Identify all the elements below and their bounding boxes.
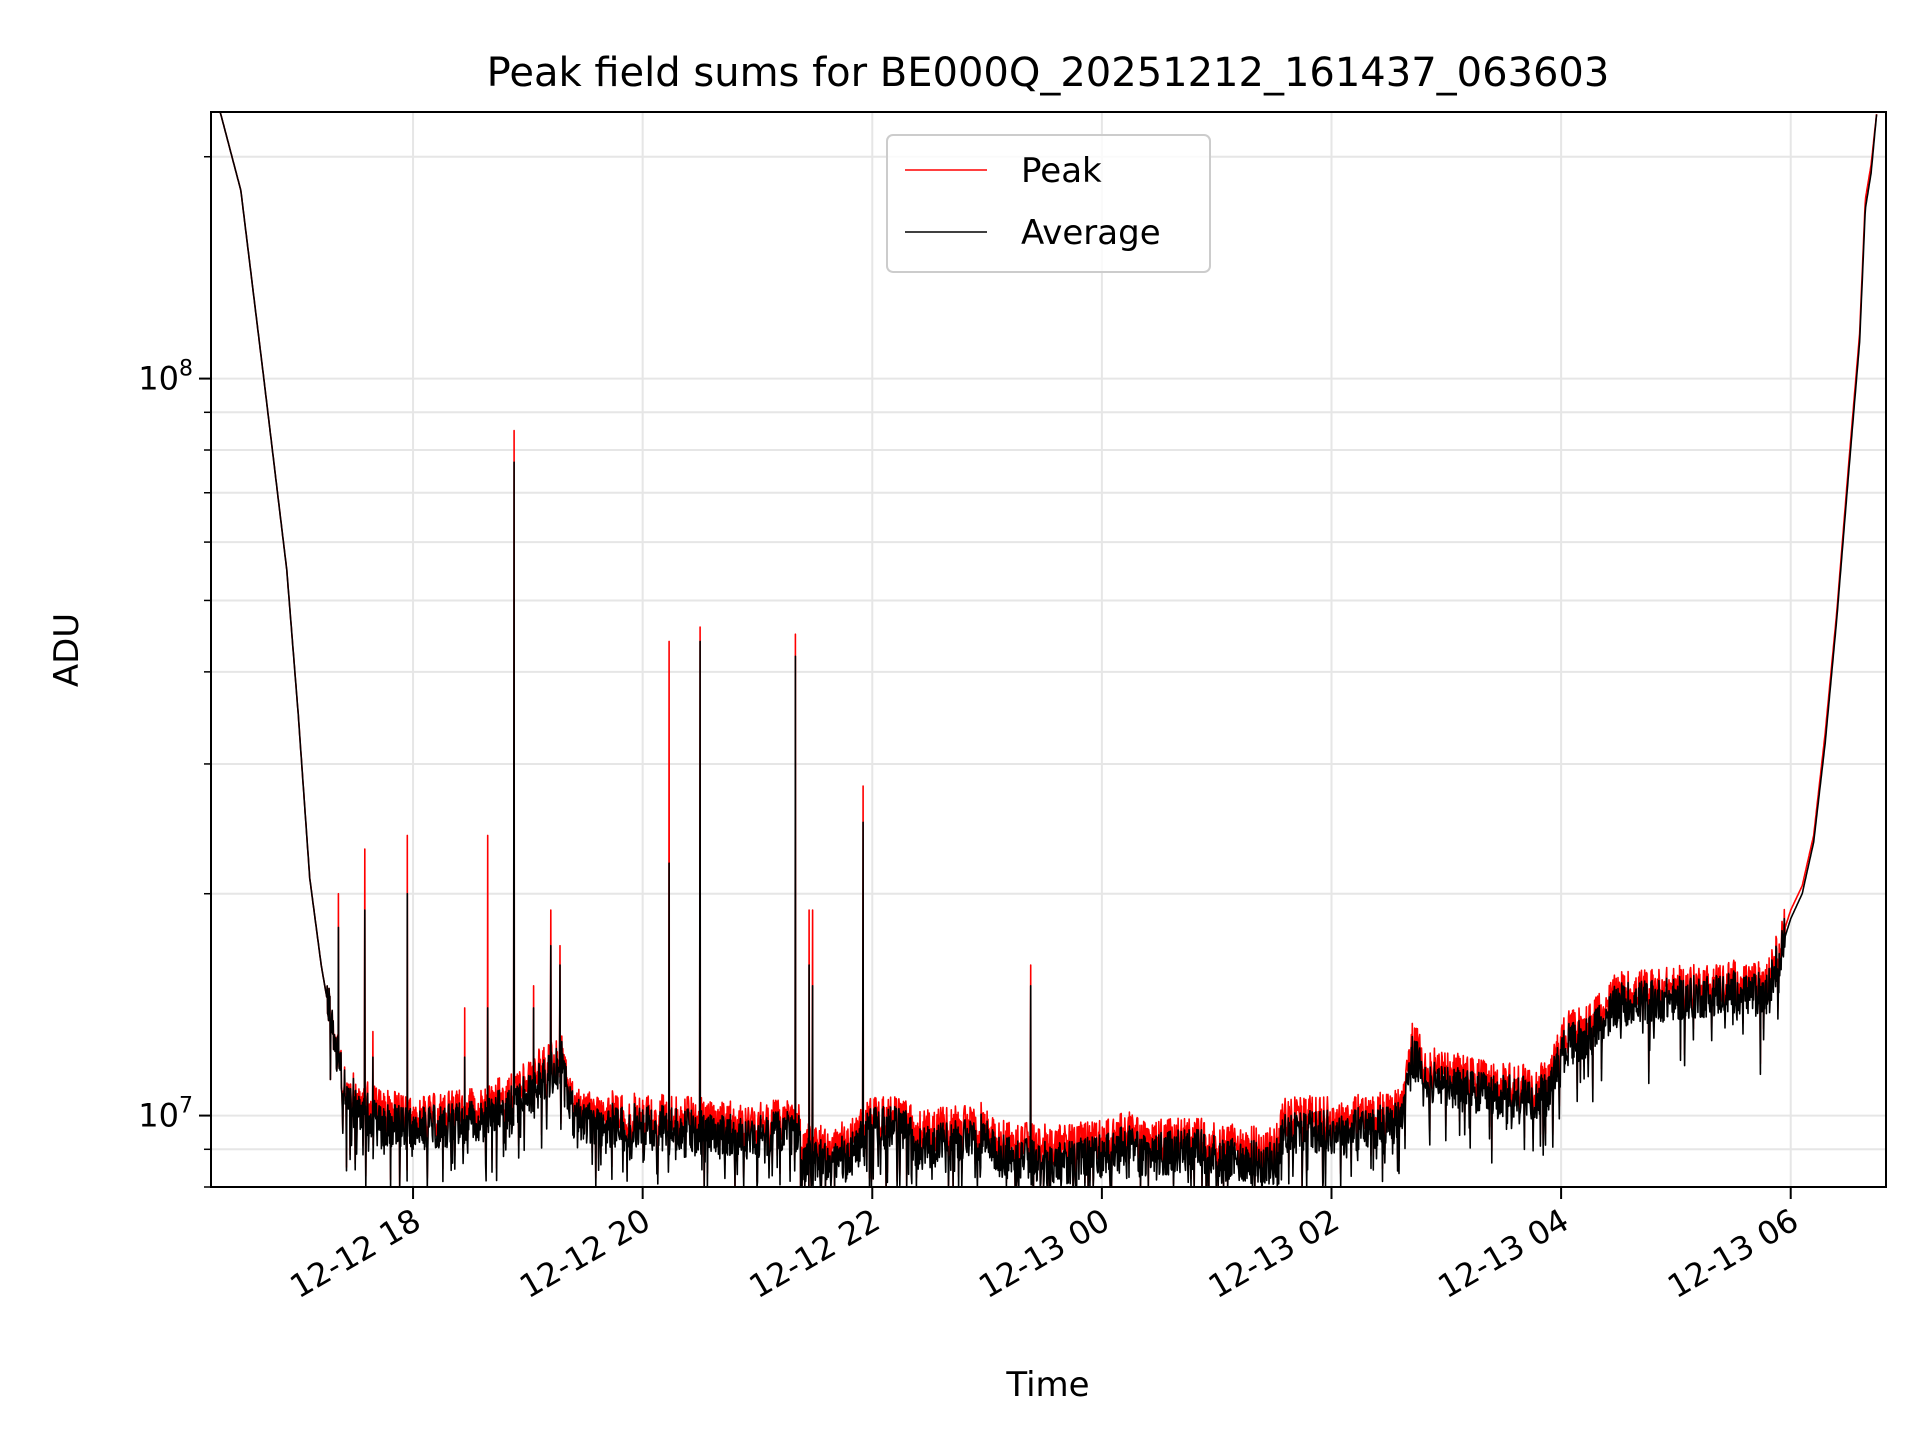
x-tick-label: 12-12 20 <box>513 1201 657 1306</box>
plot-frame <box>210 111 1887 1188</box>
x-axis-label: Time <box>1005 1365 1089 1405</box>
grid-layer <box>211 112 1886 1188</box>
chart-title: Peak field sums for BE000Q_20251212_1614… <box>487 50 1610 96</box>
x-tick-label: 12-12 22 <box>743 1201 887 1306</box>
series-line-average <box>219 112 1878 1187</box>
x-tick-label: 12-12 18 <box>283 1201 427 1306</box>
y-tick-label: 108 <box>138 357 193 398</box>
legend: Peak Average <box>886 134 1211 273</box>
x-tick-label: 12-13 00 <box>972 1201 1116 1306</box>
x-tick-label: 12-13 02 <box>1202 1201 1346 1306</box>
y-tick-label: 107 <box>138 1094 193 1135</box>
legend-label-average: Average <box>1021 213 1161 253</box>
series-line-peak <box>219 112 1878 1187</box>
x-tick-label: 12-13 04 <box>1432 1201 1576 1306</box>
x-tick-label: 12-13 06 <box>1661 1201 1805 1306</box>
series-layer <box>219 112 1878 1187</box>
legend-label-peak: Peak <box>1021 151 1102 191</box>
y-axis-label: ADU <box>47 613 87 687</box>
